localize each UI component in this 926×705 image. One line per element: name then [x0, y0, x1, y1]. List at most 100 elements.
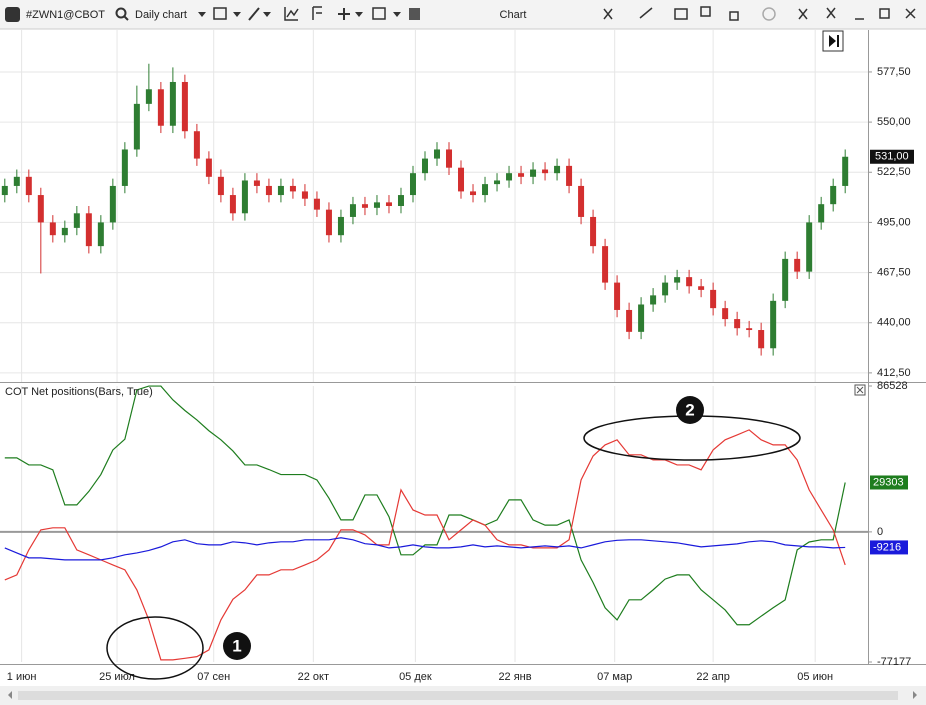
- candle-body: [566, 165, 573, 186]
- y-tick-label: 412,50: [877, 367, 911, 379]
- cot-line: [4, 537, 846, 561]
- layout-icon[interactable]: [372, 7, 386, 20]
- indicator-close-icon: [856, 386, 864, 394]
- annotation-number: 2: [685, 400, 694, 419]
- x-tick-label: 1 июн: [7, 671, 37, 683]
- candle-body: [313, 198, 320, 210]
- candle-body: [145, 89, 152, 104]
- x-tick-label: 05 июн: [797, 671, 833, 683]
- candle-body: [842, 156, 849, 186]
- candle-body: [229, 195, 236, 214]
- candle-body: [830, 185, 837, 205]
- candle-body: [746, 328, 753, 331]
- screenshot-icon[interactable]: [674, 8, 688, 20]
- candle-body: [602, 246, 609, 283]
- clear-icon[interactable]: [826, 7, 836, 19]
- copy-icon[interactable]: [700, 6, 711, 17]
- candle-body: [385, 202, 392, 206]
- candle-body: [434, 149, 441, 159]
- chart-type-icon[interactable]: [213, 7, 227, 20]
- x-tick-label: 22 янв: [498, 671, 531, 683]
- y-tick-label: 86528: [877, 380, 908, 392]
- templates-icon[interactable]: [312, 6, 322, 20]
- candle-body: [241, 180, 248, 214]
- dropdown-arrow[interactable]: [355, 12, 363, 17]
- candle-body: [578, 185, 585, 217]
- link-icon[interactable]: [639, 7, 653, 19]
- timeframe[interactable]: Daily chart: [135, 9, 187, 21]
- candle-body: [193, 131, 200, 159]
- toolbar: [0, 0, 926, 29]
- color-icon[interactable]: [762, 7, 776, 21]
- candle-body: [638, 304, 645, 332]
- x-tick-label: 22 апр: [696, 671, 729, 683]
- candle-body: [337, 216, 344, 236]
- scrollbar-thumb[interactable]: [18, 691, 898, 700]
- candle-body: [217, 176, 224, 196]
- candle-body: [277, 185, 284, 196]
- value-tag-label: -9216: [873, 541, 901, 553]
- candle-body: [97, 222, 104, 247]
- candle-body: [674, 277, 681, 283]
- candle-body: [169, 81, 176, 126]
- candle-body: [409, 173, 416, 196]
- symbol[interactable]: #ZWN1@CBOT: [26, 9, 105, 21]
- cot-line: [4, 385, 846, 626]
- candle-body: [530, 169, 537, 177]
- candle-body: [614, 282, 621, 310]
- candle-body: [289, 185, 296, 192]
- maximize-button[interactable]: [879, 8, 890, 19]
- candle-body: [361, 204, 368, 208]
- add-icon[interactable]: [338, 8, 350, 20]
- candle-body: [253, 180, 260, 186]
- dropdown-arrow[interactable]: [198, 12, 206, 17]
- indicator-title: COT Net positions(Bars, True): [5, 386, 153, 398]
- y-tick-label: 577,50: [877, 66, 911, 78]
- candle-body: [554, 165, 561, 174]
- y-tick-label: 495,00: [877, 216, 911, 228]
- scroll-to-end-icon: [829, 35, 839, 47]
- lock-icon[interactable]: [729, 11, 739, 21]
- value-tag: [870, 475, 908, 490]
- y-tick-label: 0: [877, 526, 883, 538]
- candle-body: [698, 286, 705, 290]
- scroll-right[interactable]: [913, 691, 917, 699]
- candle-body: [818, 204, 825, 223]
- x-tick-label: 22 окт: [298, 671, 329, 683]
- panel-icon[interactable]: [409, 8, 420, 20]
- crosshair-icon[interactable]: [603, 8, 613, 20]
- value-tag-label: 29303: [873, 476, 904, 488]
- indicators-icon[interactable]: [284, 7, 299, 21]
- candle-body: [590, 216, 597, 247]
- y-tick-label: 522,50: [877, 166, 911, 178]
- value-tag: [870, 540, 908, 555]
- candle-body: [85, 213, 92, 247]
- candle-body: [662, 282, 669, 296]
- candle-body: [770, 300, 777, 349]
- dropdown-arrow[interactable]: [263, 12, 271, 17]
- candle-body: [710, 289, 717, 309]
- y-tick-label: 467,50: [877, 266, 911, 278]
- candle-body: [806, 222, 813, 272]
- candle-body: [301, 191, 308, 199]
- candle-body: [109, 185, 116, 223]
- last-price-tag: [870, 149, 914, 164]
- annotation-badge: [223, 632, 251, 660]
- app-logo[interactable]: [5, 7, 20, 22]
- dropdown-arrow[interactable]: [393, 12, 401, 17]
- draw-icon[interactable]: [248, 7, 260, 21]
- candle-body: [518, 173, 525, 177]
- dropdown-arrow[interactable]: [233, 12, 241, 17]
- candle-body: [325, 209, 332, 236]
- candle-body: [758, 330, 765, 349]
- search-icon[interactable]: [115, 7, 127, 19]
- tools-icon[interactable]: [798, 8, 808, 20]
- scroll-left[interactable]: [8, 691, 12, 699]
- candle-body: [121, 149, 128, 186]
- last-price-label: 531,00: [875, 151, 909, 163]
- candle-body: [506, 173, 513, 181]
- candle-body: [446, 149, 453, 168]
- search-icon-handle: [123, 15, 129, 21]
- candle-body: [25, 176, 32, 196]
- close-button[interactable]: [905, 8, 916, 19]
